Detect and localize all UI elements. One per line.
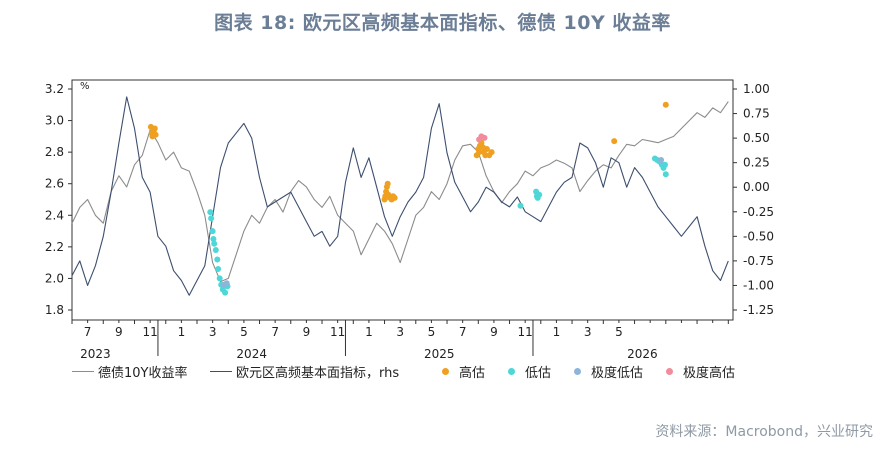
x-tick-label: 1 [553,325,561,339]
legend-item-low: 低估 [508,360,551,382]
left-tick-label: 2.4 [45,208,64,222]
legend-item-bund: 德债10Y收益率 [72,360,187,382]
marker-low [662,161,668,168]
right-tick-label: 0.75 [743,107,770,121]
marker-high [152,131,159,138]
marker-high [483,146,490,152]
legend-dot-low [508,367,515,375]
legend-item-extreme-low: 极度低估 [574,360,643,382]
marker-low [517,202,524,209]
x-axis-ticks: 7 9 11 1 3 5 7 9 11 1 3 5 7 9 11 1 3 5 [71,320,729,356]
plot-frame [71,79,734,321]
x-tick-label: 3 [584,325,592,339]
legend-line-indicator [210,370,232,372]
year-label: 2023 [80,347,111,360]
legend-item-extreme-high: 极度高估 [666,360,735,382]
right-axis-ticks: 1.00 0.75 0.50 0.25 0.00 -0.25 -0.50 -0.75 -1.00… [733,82,774,317]
marker-low [662,171,669,178]
legend-item-high: 高估 [442,360,485,382]
right-tick-label: 0.00 [743,180,770,194]
legend: 德债10Y收益率 欧元区高频基本面指标，rhs 高估 低估 极度低估 极度高估 [0,360,885,382]
line-bund-10y [71,101,729,283]
left-tick-label: 2.2 [45,240,64,254]
x-tick-label: 11 [142,325,157,339]
legend-dot-extreme-low [574,367,581,375]
left-tick-label: 1.8 [45,303,64,317]
legend-line-bund [72,370,94,372]
x-tick-label: 5 [615,325,623,339]
x-tick-label: 9 [115,325,123,339]
x-tick-label: 7 [271,325,279,339]
right-tick-label: 1.00 [743,82,770,96]
marker-low [210,236,217,242]
line-indicator [71,96,729,296]
x-tick-label: 9 [303,325,311,339]
marker-high [384,180,391,187]
x-tick-label: 7 [84,325,92,339]
marker-high [488,149,495,156]
legend-label-bund: 德债10Y收益率 [98,365,188,381]
marker-low [222,289,229,296]
marker-low [536,191,543,198]
marker-high [611,138,618,145]
x-tick-label: 11 [330,325,345,339]
chart: 3.2 3.0 2.8 2.6 2.4 2.2 2.0 1.8 1.00 0.75 0.50 0.2… [45,79,774,360]
left-tick-label: 3.0 [45,114,64,128]
left-axis-ticks: 3.2 3.0 2.8 2.6 2.4 2.2 2.0 1.8 [45,82,72,317]
marker-low [208,215,215,222]
marker-extreme_low [658,157,665,163]
x-tick-label: 1 [365,325,373,339]
legend-item-indicator: 欧元区高频基本面指标，rhs [210,360,399,382]
year-label: 2024 [236,347,267,360]
chart-title: 图表 18: 欧元区高频基本面指标、德债 10Y 收益率 [214,12,671,34]
marker-high [391,194,398,201]
left-tick-label: 2.0 [45,271,64,285]
x-year-labels: 2023 2024 2025 2026 [80,347,657,360]
marker-low [215,266,222,272]
marker-high [476,149,483,156]
marker-extreme_low [223,280,230,287]
year-label: 2025 [424,347,455,360]
legend-label-low: 低估 [525,365,552,381]
left-axis-unit: % [80,81,90,92]
marker-low [214,256,221,263]
right-tick-label: 0.25 [743,156,770,170]
marker-low [211,240,218,247]
right-tick-label: -0.50 [743,229,774,243]
x-tick-label: 1 [178,325,186,339]
right-tick-label: 0.50 [743,131,770,145]
marker-points [147,101,669,296]
legend-dot-high [442,367,449,375]
legend-label-high: 高估 [459,365,486,381]
marker-high [151,125,158,132]
legend-label-extreme-high: 极度高估 [683,365,736,381]
right-tick-label: -1.25 [743,303,774,317]
series-lines [71,96,729,296]
left-tick-label: 2.6 [45,177,64,191]
x-tick-label: 5 [240,325,248,339]
x-tick-label: 11 [518,325,533,339]
legend-label-indicator: 欧元区高频基本面指标，rhs [236,365,400,381]
right-tick-label: -1.00 [743,278,774,292]
x-tick-label: 7 [459,325,467,339]
x-tick-label: 3 [209,325,217,339]
marker-low [207,209,214,216]
legend-dot-extreme-high [666,367,673,375]
marker-extreme_high [481,134,488,141]
source-note: 资料来源：Macrobond，兴业研究 [655,424,873,440]
legend-label-extreme-low: 极度低估 [591,365,644,381]
year-label: 2026 [627,347,658,360]
marker-low [209,228,216,235]
x-tick-label: 3 [396,325,404,339]
right-tick-label: -0.75 [743,254,774,268]
chart-axes [71,79,734,321]
left-tick-label: 2.8 [45,145,64,159]
marker-high [662,101,669,108]
left-tick-label: 3.2 [45,82,64,96]
marker-low [212,247,219,253]
right-tick-label: -0.25 [743,205,774,219]
x-tick-label: 9 [490,325,498,339]
marker-low [216,275,223,282]
x-tick-label: 5 [428,325,436,339]
